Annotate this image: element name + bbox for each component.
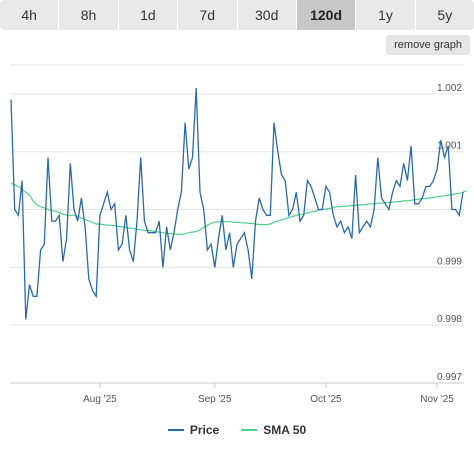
price-chart: 0.997 0.998 0.999 1.001 1.002 Aug '25 Sep '25… (10, 64, 467, 405)
grid-lines (10, 64, 464, 384)
legend-swatch-sma-50 (241, 429, 258, 431)
remove-graph-button[interactable]: remove graph (386, 35, 470, 55)
chart-legend: Price SMA 50 (0, 420, 474, 440)
x-tick-label: Aug '25 (83, 394, 117, 405)
legend-label-price: Price (189, 423, 220, 437)
legend-swatch-price (167, 429, 184, 431)
legend-item-price[interactable]: Price (167, 423, 220, 437)
y-tick-label: 0.997 (437, 372, 462, 383)
x-tick-label: Nov '25 (420, 394, 454, 405)
legend-item-sma-50[interactable]: SMA 50 (241, 423, 306, 437)
x-axis-ticks: Aug '25 Sep '25 Oct '25 Nov '25 (83, 383, 454, 405)
y-tick-label: 0.998 (437, 314, 462, 325)
tab-1d[interactable]: 1d (119, 0, 179, 30)
tab-4h[interactable]: 4h (0, 0, 60, 30)
tab-8h[interactable]: 8h (59, 0, 119, 30)
tab-1y[interactable]: 1y (356, 0, 416, 30)
tab-30d[interactable]: 30d (238, 0, 297, 30)
legend-label-sma-50: SMA 50 (263, 423, 307, 437)
y-axis-ticks: 0.997 0.998 0.999 1.001 1.002 (437, 83, 462, 383)
x-tick-label: Sep '25 (198, 394, 232, 405)
y-tick-label: 1.001 (437, 141, 462, 152)
x-tick-label: Oct '25 (310, 394, 342, 405)
y-tick-label: 0.999 (437, 256, 462, 267)
tab-7d[interactable]: 7d (178, 0, 238, 30)
time-range-tabs: 4h 8h 1d 7d 30d 120d 1y 5y (0, 0, 474, 30)
tab-5y[interactable]: 5y (437, 7, 453, 23)
series-line-price (10, 88, 464, 320)
tab-120d[interactable]: 120d (296, 0, 357, 30)
y-tick-label: 1.002 (437, 83, 462, 94)
